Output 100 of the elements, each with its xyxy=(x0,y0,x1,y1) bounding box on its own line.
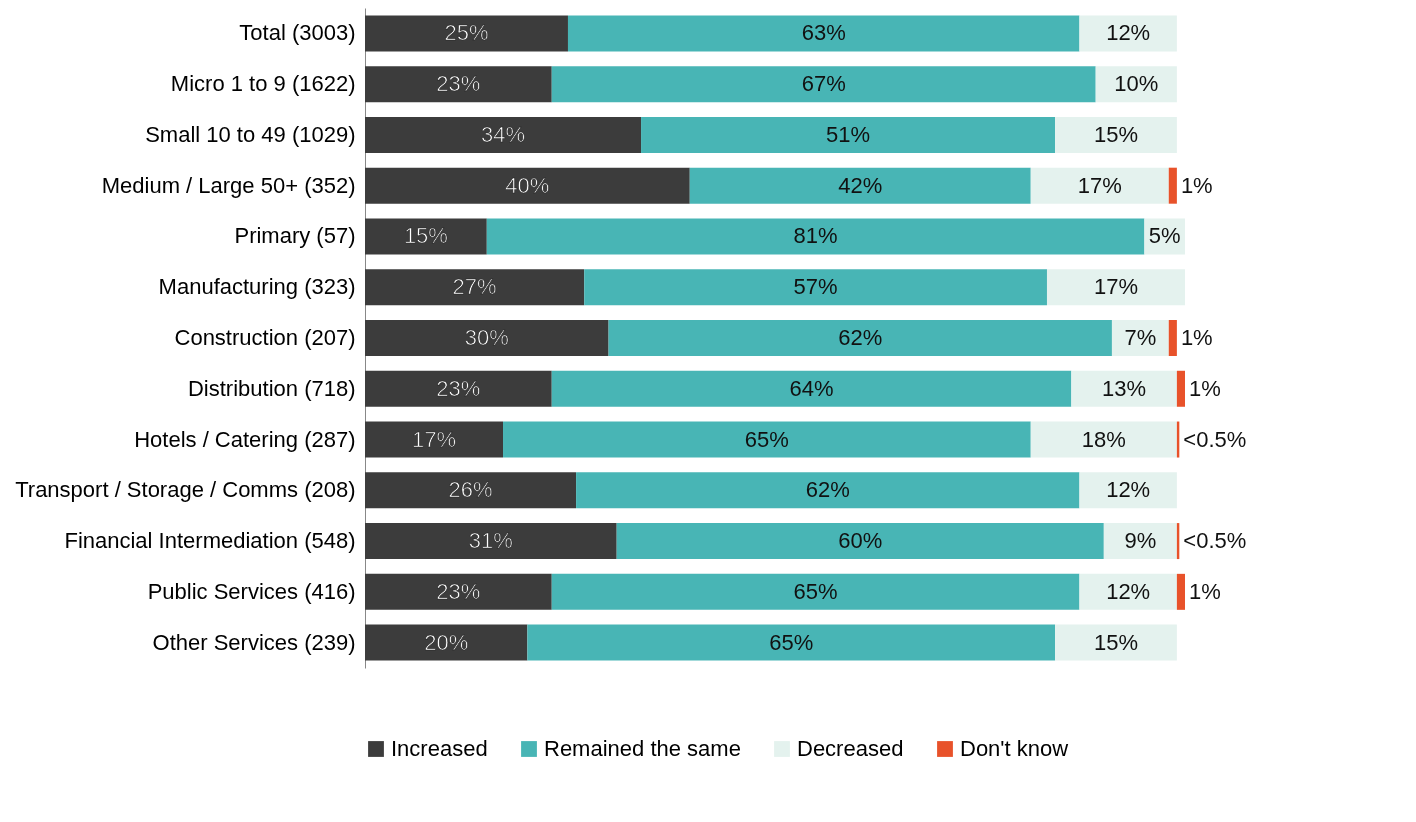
data-label: 12% xyxy=(1106,20,1151,46)
bar xyxy=(641,116,1056,153)
data-label: 12% xyxy=(1106,578,1151,604)
data-label: 17% xyxy=(1093,274,1139,300)
bar xyxy=(486,218,1145,255)
bar xyxy=(551,573,1080,610)
data-label: 31% xyxy=(468,528,513,554)
bar xyxy=(365,320,609,356)
data-label: 13% xyxy=(1102,375,1147,401)
bar xyxy=(551,370,1072,407)
bar xyxy=(365,472,577,509)
data-label: 62% xyxy=(838,325,883,350)
bar xyxy=(365,573,552,610)
data-label: 10% xyxy=(1114,71,1159,97)
bar xyxy=(1103,523,1177,560)
bar xyxy=(1168,320,1177,356)
bar xyxy=(689,167,1031,204)
data-label: 18% xyxy=(1081,426,1126,452)
y-tick-label: Small 10 to 49 (1029) xyxy=(145,121,356,147)
data-label: 30% xyxy=(464,325,509,350)
data-label: <0.5% xyxy=(1183,426,1247,452)
data-label: 34% xyxy=(481,121,526,147)
y-tick-label: Micro 1 to 9 (1622) xyxy=(170,71,356,97)
bar xyxy=(365,15,568,52)
bar xyxy=(365,370,552,407)
legend-label: Remained the same xyxy=(544,736,741,761)
data-label: 27% xyxy=(452,274,497,300)
y-tick-label: Public Services (416) xyxy=(147,578,356,604)
data-label: 65% xyxy=(744,426,789,452)
legend-label: Decreased xyxy=(797,736,904,761)
data-label: 23% xyxy=(436,375,481,401)
data-label: 62% xyxy=(805,477,850,503)
bar xyxy=(527,624,1056,661)
bar xyxy=(365,624,528,661)
data-label: 57% xyxy=(793,274,838,300)
data-label: 67% xyxy=(801,71,846,97)
data-label: 9% xyxy=(1124,528,1157,554)
bar xyxy=(365,269,585,306)
bar xyxy=(616,523,1104,560)
bar xyxy=(1079,573,1177,610)
y-tick-label: Medium / Large 50+ (352) xyxy=(101,172,356,198)
bar xyxy=(608,320,1112,356)
y-tick-label: Other Services (239) xyxy=(152,629,356,655)
data-label: 17% xyxy=(411,426,457,452)
bar xyxy=(365,66,552,103)
data-label: 26% xyxy=(448,477,493,503)
bar xyxy=(1055,116,1177,153)
bar xyxy=(365,421,504,458)
y-tick-label: Primary (57) xyxy=(234,223,356,249)
data-label: 64% xyxy=(789,375,834,401)
data-label: 25% xyxy=(444,20,489,46)
data-label: 23% xyxy=(436,71,481,97)
data-label: 17% xyxy=(1077,172,1122,198)
bar xyxy=(1055,624,1177,661)
bar xyxy=(1030,167,1169,204)
data-label: 65% xyxy=(769,629,814,655)
data-label: 15% xyxy=(403,223,448,249)
y-tick-label: Financial Intermediation (548) xyxy=(64,528,356,554)
data-label: 81% xyxy=(793,223,838,249)
data-label: 23% xyxy=(436,578,481,604)
bar xyxy=(551,66,1096,103)
bar xyxy=(1071,370,1177,407)
data-label: 40% xyxy=(505,172,550,198)
bar xyxy=(365,523,617,560)
y-tick-label: Manufacturing (323) xyxy=(158,274,356,300)
y-tick-label: Construction (207) xyxy=(174,325,356,350)
bar xyxy=(365,116,642,153)
bar xyxy=(1176,370,1185,407)
data-label: 15% xyxy=(1093,121,1139,147)
data-label: 65% xyxy=(793,578,838,604)
bar xyxy=(1168,167,1177,204)
y-tick-label: Hotels / Catering (287) xyxy=(134,426,356,452)
data-label: 60% xyxy=(838,528,883,554)
legend-label: Don't know xyxy=(960,736,1069,761)
data-label: 15% xyxy=(1093,629,1139,655)
bar xyxy=(1079,472,1177,509)
y-tick-label: Total (3003) xyxy=(239,20,356,46)
bar xyxy=(1176,573,1185,610)
data-label: 7% xyxy=(1124,325,1157,350)
data-label: 1% xyxy=(1189,578,1221,604)
data-label: <0.5% xyxy=(1183,528,1247,554)
bar xyxy=(567,15,1080,52)
legend-label: Increased xyxy=(391,736,488,761)
bar xyxy=(1079,15,1177,52)
bar xyxy=(365,167,690,204)
bar xyxy=(1046,269,1185,306)
data-label: 42% xyxy=(838,172,883,198)
bar xyxy=(576,472,1080,509)
bar xyxy=(584,269,1047,306)
bar xyxy=(503,421,1031,458)
data-label: 1% xyxy=(1189,375,1221,401)
data-label: 1% xyxy=(1180,325,1213,350)
data-label: 12% xyxy=(1106,477,1151,503)
bar xyxy=(1030,421,1177,458)
data-label: 1% xyxy=(1180,172,1213,198)
data-label: 5% xyxy=(1148,223,1181,249)
y-tick-label: Transport / Storage / Comms (208) xyxy=(15,477,356,503)
y-tick-label: Distribution (718) xyxy=(187,375,356,401)
data-label: 51% xyxy=(826,121,871,147)
bar xyxy=(365,218,487,255)
